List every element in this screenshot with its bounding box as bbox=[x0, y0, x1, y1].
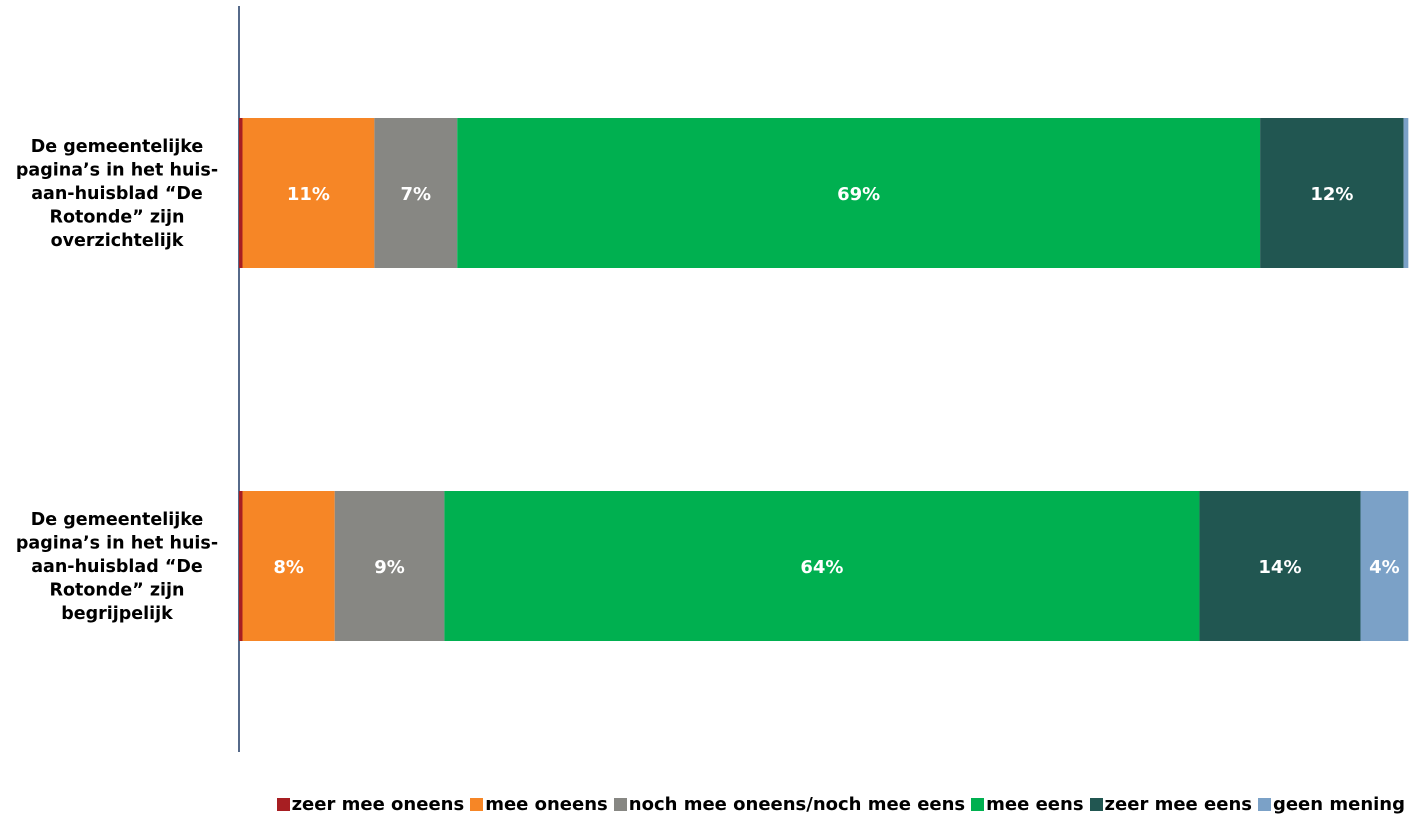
legend-label: geen mening bbox=[1272, 794, 1405, 815]
legend-swatch bbox=[1257, 798, 1271, 811]
legend-label: mee eens bbox=[986, 794, 1084, 815]
category-label-line: Rotonde” zijn bbox=[50, 208, 185, 228]
category-label: De gemeentelijke pagina’s in het huis-aan… bbox=[16, 137, 218, 251]
bar-segment bbox=[374, 118, 458, 268]
bar-segment bbox=[1360, 491, 1409, 641]
data-label: 9% bbox=[374, 557, 405, 578]
legend-swatch bbox=[1089, 798, 1103, 811]
legend-swatch bbox=[470, 798, 484, 811]
category-labels: De gemeentelijke pagina’s in het huis-aan… bbox=[16, 137, 218, 624]
legend: zeer mee oneens mee oneens noch mee oneens… bbox=[271, 794, 1405, 815]
legend-item: zeer mee oneens bbox=[276, 794, 465, 815]
bar-segment bbox=[239, 491, 243, 641]
legend-item: geen mening bbox=[1257, 794, 1405, 815]
category-label-line: De gemeentelijke bbox=[31, 137, 204, 157]
bar-segment bbox=[242, 118, 375, 268]
bar-segment bbox=[444, 491, 1200, 641]
legend-label: zeer mee oneens bbox=[291, 794, 465, 815]
legend-label: noch mee oneens/noch mee eens bbox=[628, 794, 966, 815]
data-label: 64% bbox=[800, 557, 843, 578]
legend-swatch bbox=[613, 798, 627, 811]
category-label-line: begrijpelijk bbox=[61, 604, 173, 624]
legend-item: mee eens bbox=[971, 794, 1084, 815]
category-label-line: overzichtelijk bbox=[51, 231, 184, 251]
legend-swatch bbox=[971, 798, 985, 811]
category-label-line: aan-huisblad “De bbox=[31, 557, 203, 577]
legend-swatch bbox=[276, 798, 290, 811]
category-label-line: pagina’s in het huis- bbox=[16, 161, 218, 181]
data-label: 4% bbox=[1369, 557, 1400, 578]
data-labels: 11% 7% 69% 12% 8% 9% 64% 14% 4% bbox=[273, 184, 1399, 578]
bar-segment bbox=[457, 118, 1261, 268]
category-label-line: Rotonde” zijn bbox=[50, 581, 185, 601]
legend-item: mee oneens bbox=[470, 794, 608, 815]
bar-segment bbox=[1260, 118, 1404, 268]
category-label: De gemeentelijke pagina’s in het huis-aan… bbox=[16, 510, 218, 624]
stacked-bar-chart: De gemeentelijke pagina’s in het huis-aan… bbox=[16, 6, 1409, 752]
category-label-line: aan-huisblad “De bbox=[31, 184, 203, 204]
bar-segment bbox=[1199, 491, 1361, 641]
data-label: 11% bbox=[287, 184, 330, 205]
legend-item: zeer mee eens bbox=[1089, 794, 1252, 815]
bar-segment bbox=[334, 491, 445, 641]
data-label: 8% bbox=[273, 557, 304, 578]
category-label-line: De gemeentelijke bbox=[31, 510, 204, 530]
data-label: 7% bbox=[401, 184, 432, 205]
legend-item: noch mee oneens/noch mee eens bbox=[613, 794, 966, 815]
data-label: 14% bbox=[1258, 557, 1301, 578]
legend-label: mee oneens bbox=[485, 794, 608, 815]
legend-label: zeer mee eens bbox=[1104, 794, 1252, 815]
bar-segment bbox=[239, 118, 243, 268]
bar-segment bbox=[1403, 118, 1409, 268]
bar-segment bbox=[242, 491, 335, 641]
data-label: 69% bbox=[837, 184, 880, 205]
bar-segments bbox=[239, 118, 1409, 641]
data-label: 12% bbox=[1310, 184, 1353, 205]
category-label-line: pagina’s in het huis- bbox=[16, 534, 218, 554]
